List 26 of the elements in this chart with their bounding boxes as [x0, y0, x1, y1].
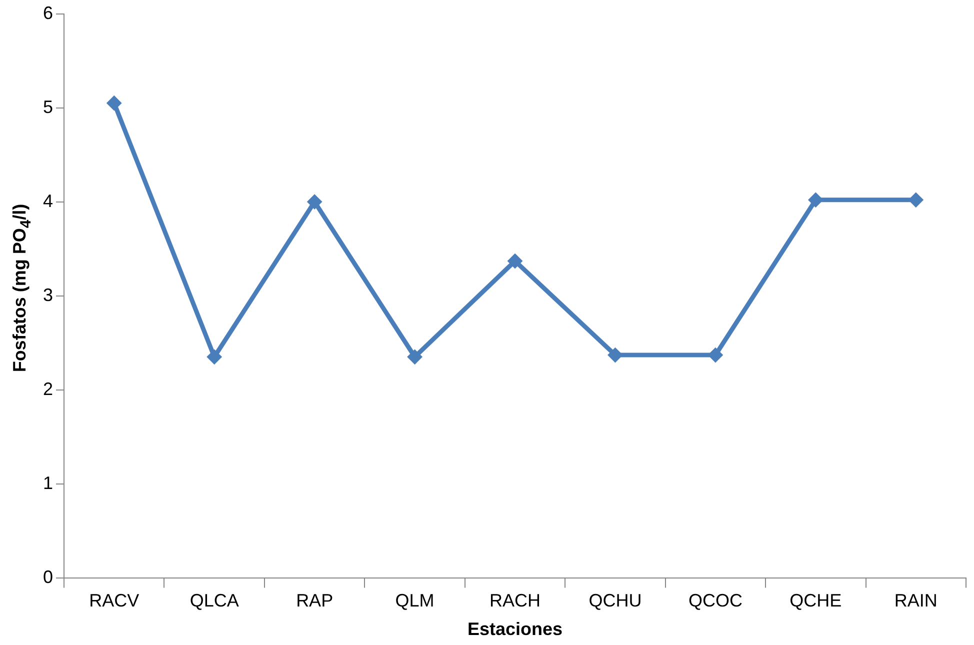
y-tick-label: 1	[42, 472, 54, 493]
y-tick-label: 4	[42, 190, 54, 211]
y-tick-label: 6	[42, 2, 54, 23]
x-tick-label: QCHE	[790, 590, 842, 611]
x-tick-label: RAP	[296, 590, 334, 611]
y-tick-label: 3	[42, 284, 54, 305]
x-axis-title: Estaciones	[467, 619, 563, 640]
x-tick-label: RACV	[89, 590, 140, 611]
y-tick-label: 0	[42, 566, 54, 587]
point	[908, 192, 924, 208]
y-tick-label: 2	[42, 378, 54, 399]
point	[206, 349, 222, 364]
point	[106, 96, 122, 111]
x-tick-label: RACH	[490, 590, 541, 611]
point	[307, 194, 322, 210]
y-tick-label: 5	[42, 96, 54, 117]
x-tick-label: QCOC	[688, 590, 742, 611]
x-tick-label: QLCA	[190, 590, 239, 611]
point	[708, 348, 723, 363]
x-tick-label: QCHU	[588, 590, 642, 611]
point	[407, 349, 422, 364]
point	[608, 348, 623, 363]
point	[508, 254, 523, 269]
point	[808, 192, 824, 208]
x-tick-label: QLM	[395, 590, 434, 611]
x-tick-label: RAIN	[894, 590, 938, 611]
